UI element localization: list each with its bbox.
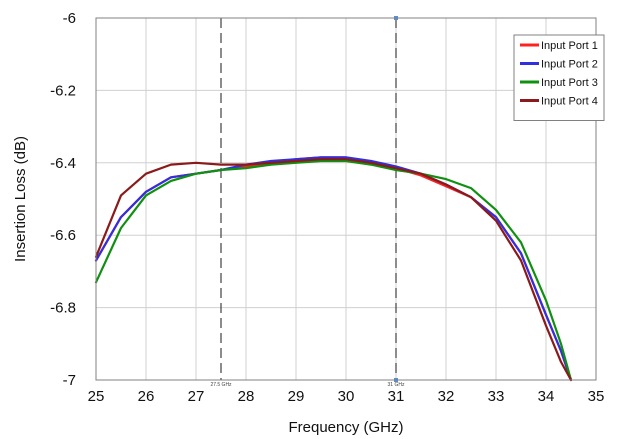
x-tick-label: 28	[238, 388, 255, 405]
x-tick-label: 31	[388, 388, 405, 405]
y-tick-label: -7	[63, 372, 76, 389]
x-tick-label: 27	[188, 388, 205, 405]
x-tick-label: 25	[88, 388, 105, 405]
x-tick-label: 34	[538, 388, 555, 405]
series-line-2	[94, 156, 573, 382]
y-tick-label: -6	[63, 10, 76, 27]
series-line-3	[94, 159, 573, 382]
y-axis-title: Insertion Loss (dB)	[12, 136, 29, 262]
x-tick-labels: 25 26 27 28 29 30 31 32 33 34 35	[88, 388, 605, 405]
legend-label: Input Port 4	[541, 96, 598, 108]
frequency-marker-label: 27.5 GHz	[210, 382, 232, 388]
x-tick-label: 29	[288, 388, 305, 405]
x-axis-title: Frequency (GHz)	[288, 419, 403, 436]
series-line-4	[94, 158, 573, 382]
legend-label: Input Port 2	[541, 59, 598, 71]
series-lines	[94, 156, 573, 382]
x-tick-label: 32	[438, 388, 455, 405]
x-tick-label: 35	[588, 388, 605, 405]
x-tick-label: 26	[138, 388, 155, 405]
legend-label: Input Port 1	[541, 40, 598, 52]
legend: Input Port 1 Input Port 2 Input Port 3 Inpu…	[513, 34, 605, 121]
x-tick-label: 33	[488, 388, 505, 405]
plot-frame	[95, 17, 597, 381]
y-tick-label: -6.4	[50, 155, 76, 172]
frequency-marker-label: 31 GHz	[388, 382, 405, 388]
x-tick-label: 30	[338, 388, 355, 405]
y-tick-labels: -6 -6.2 -6.4 -6.6 -6.8 -7	[50, 10, 76, 389]
y-tick-label: -6.2	[50, 82, 76, 99]
legend-label: Input Port 3	[541, 77, 598, 89]
legend-box	[513, 34, 605, 121]
y-tick-label: -6.6	[50, 227, 76, 244]
y-tick-label: -6.8	[50, 300, 76, 317]
